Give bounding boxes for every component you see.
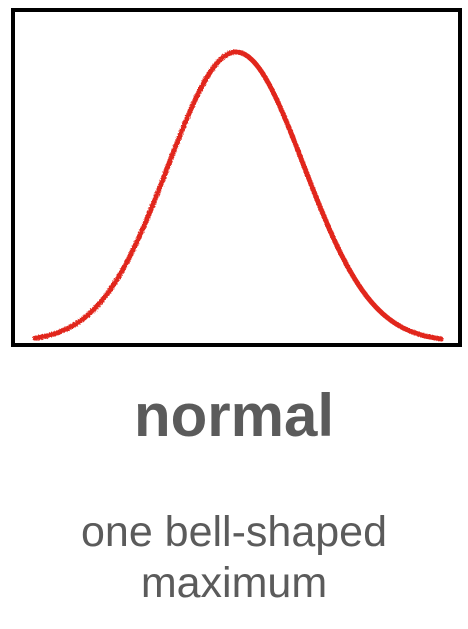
bell-curve	[32, 49, 444, 342]
distribution-caption: one bell-shaped maximum	[0, 507, 468, 609]
bell-curve-plot	[32, 49, 444, 342]
caption-line-2: maximum	[140, 559, 328, 607]
plot-frame	[11, 8, 462, 347]
caption-line-1: one bell-shaped	[80, 508, 388, 556]
distribution-title: normal	[133, 382, 335, 449]
